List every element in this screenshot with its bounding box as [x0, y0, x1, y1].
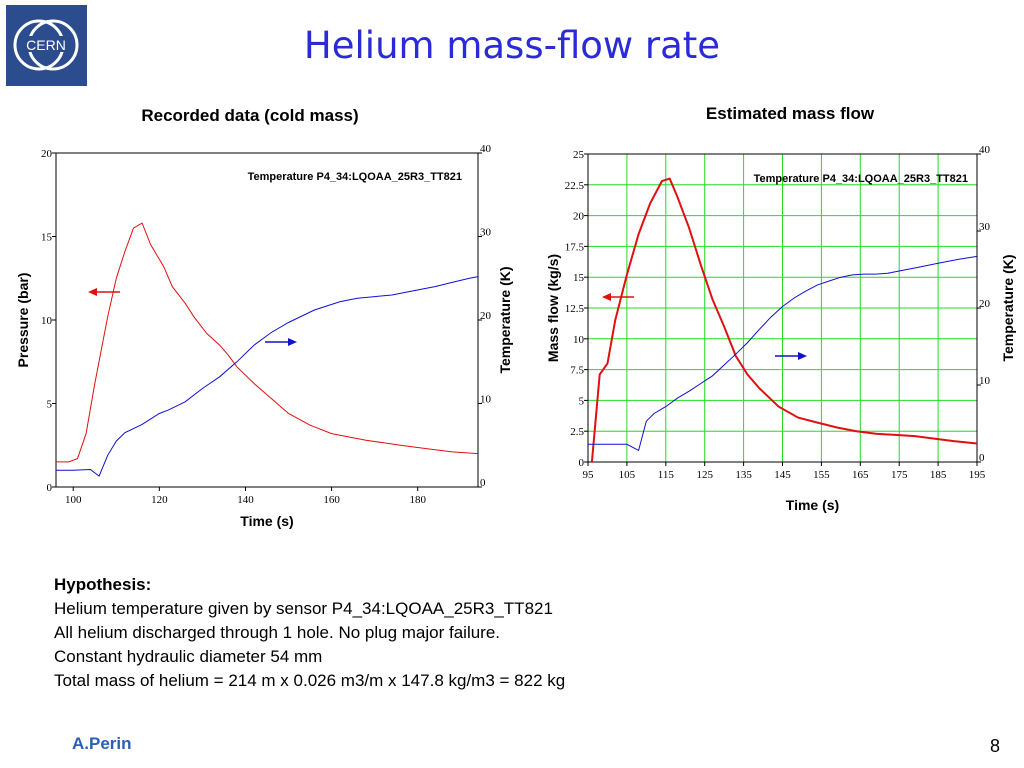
- y-right-tick-label: 30: [979, 221, 991, 233]
- y-left-tick-label: 25: [573, 149, 585, 161]
- y-right-tick-label: 0: [979, 452, 985, 464]
- x-tick-label: 100: [65, 494, 82, 506]
- y-right-tick-label: 20: [480, 310, 492, 322]
- y-left-tick-label: 15: [41, 232, 53, 244]
- x-tick-label: 120: [151, 494, 168, 506]
- y-right-tick-label: 0: [480, 477, 486, 489]
- hypothesis-line: All helium discharged through 1 hole. No…: [54, 623, 501, 642]
- x-tick-label: 140: [237, 494, 254, 506]
- y-left-tick-label: 22.5: [565, 180, 585, 192]
- y-right-tick-label: 40: [480, 143, 492, 155]
- x-tick-label: 195: [969, 469, 986, 481]
- y-right-tick-label: 40: [979, 144, 991, 156]
- x-tick-label: 115: [658, 469, 675, 481]
- y-right-axis-label: Temperature (K): [1000, 254, 1016, 361]
- series-annotation: Temperature P4_34:LQOAA_25R3_TT821: [754, 173, 968, 185]
- series-annotation: Temperature P4_34:LQOAA_25R3_TT821: [248, 171, 462, 183]
- y-left-tick-label: 17.5: [565, 241, 585, 253]
- cern-logo: CERN: [6, 5, 87, 86]
- x-tick-label: 155: [813, 469, 830, 481]
- x-axis-label: Time (s): [240, 513, 293, 529]
- right-chart-title: Estimated mass flow: [705, 104, 875, 123]
- y-left-tick-label: 5: [47, 399, 53, 411]
- hypothesis-heading: Hypothesis:: [54, 575, 152, 594]
- author-name: A.Perin: [72, 734, 132, 753]
- x-tick-label: 175: [891, 469, 908, 481]
- x-tick-label: 125: [696, 469, 713, 481]
- temperature-series-line: [588, 255, 978, 452]
- y-left-tick-label: 12.5: [565, 303, 585, 315]
- y-left-tick-label: 20: [41, 148, 53, 160]
- y-right-tick-label: 30: [480, 227, 492, 239]
- y-left-tick-label: 0: [47, 482, 53, 494]
- y-left-axis-label: Pressure (bar): [15, 273, 31, 368]
- left-axis-series-line: [56, 222, 479, 463]
- estimated-mass-flow-chart: 95 105 115 125 135 145 155 165 175 185 195 0 2.5 5 7.5…: [545, 144, 1016, 513]
- x-tick-label: 160: [323, 494, 340, 506]
- x-tick-label: 165: [852, 469, 869, 481]
- y-left-tick-label: 20: [573, 211, 585, 223]
- x-tick-label: 180: [409, 494, 426, 506]
- slide-title: Helium mass-flow rate: [303, 24, 721, 67]
- recorded-data-chart: 100 120 140 160 180 0 5 10 15 20 0 10 20 30 40 Temperat…: [15, 143, 513, 529]
- hypothesis-block: Hypothesis: Helium temperature given by …: [54, 573, 565, 693]
- y-left-tick-label: 5: [579, 395, 585, 407]
- y-right-tick-label: 10: [480, 394, 492, 406]
- x-tick-label: 185: [930, 469, 947, 481]
- left-axis-arrow-head: [602, 293, 611, 301]
- y-right-axis-label: Temperature (K): [497, 266, 513, 373]
- y-right-tick-label: 10: [979, 375, 991, 387]
- hypothesis-line: Helium temperature given by sensor P4_34…: [54, 599, 553, 618]
- left-axis-series-line: [590, 177, 978, 463]
- x-tick-label: 105: [619, 469, 636, 481]
- y-left-tick-label: 2.5: [570, 426, 584, 438]
- x-tick-label: 95: [583, 469, 595, 481]
- x-tick-label: 145: [774, 469, 791, 481]
- x-axis-label: Time (s): [786, 497, 839, 513]
- left-chart-title: Recorded data (cold mass): [141, 106, 359, 125]
- left-axis-arrow-head: [88, 288, 97, 296]
- y-left-tick-label: 15: [573, 272, 585, 284]
- y-left-tick-label: 10: [41, 315, 53, 327]
- page-number: 8: [990, 736, 1001, 756]
- cern-logo-text: CERN: [26, 37, 66, 53]
- y-left-axis-label: Mass flow (kg/s): [545, 254, 561, 362]
- y-left-tick-label: 10: [573, 334, 585, 346]
- y-right-tick-label: 20: [979, 298, 991, 310]
- hypothesis-line: Total mass of helium = 214 m x 0.026 m3/…: [54, 671, 566, 690]
- plot-frame: [55, 152, 479, 488]
- cern-logo-graphic: CERN: [13, 19, 79, 71]
- right-axis-arrow-head: [798, 352, 807, 360]
- right-axis-arrow-head: [288, 338, 297, 346]
- x-tick-label: 135: [735, 469, 752, 481]
- temperature-series-line: [56, 276, 479, 477]
- y-left-tick-label: 7.5: [570, 365, 584, 377]
- y-left-tick-label: 0: [579, 457, 585, 469]
- hypothesis-line: Constant hydraulic diameter 54 mm: [54, 647, 323, 666]
